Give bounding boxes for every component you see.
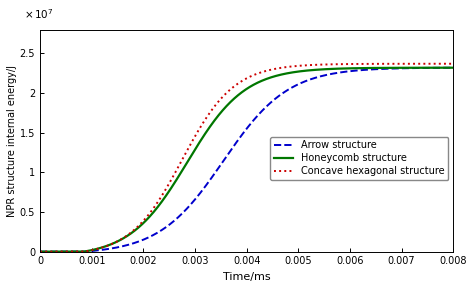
- Honeycomb structure: [398, 66, 403, 70]
- Line: Honeycomb structure: Honeycomb structure: [40, 68, 453, 252]
- Honeycomb structure: [214, 116, 219, 120]
- Honeycomb structure: [37, 250, 43, 253]
- Arrow structure: [37, 250, 43, 253]
- Arrow structure: [109, 247, 115, 250]
- Concave hexagonal structure: [442, 62, 448, 66]
- Arrow structure: [398, 66, 403, 70]
- Arrow structure: [214, 169, 219, 173]
- Arrow structure: [442, 66, 448, 69]
- Line: Concave hexagonal structure: Concave hexagonal structure: [40, 64, 453, 252]
- Honeycomb structure: [450, 66, 456, 69]
- Y-axis label: NPR structure internal energy/J: NPR structure internal energy/J: [7, 65, 17, 217]
- Arrow structure: [196, 193, 201, 197]
- Concave hexagonal structure: [196, 129, 201, 132]
- Honeycomb structure: [442, 66, 448, 69]
- Arrow structure: [450, 66, 456, 69]
- Concave hexagonal structure: [37, 250, 43, 253]
- Concave hexagonal structure: [109, 242, 115, 246]
- Honeycomb structure: [109, 242, 115, 246]
- Concave hexagonal structure: [398, 62, 403, 66]
- Concave hexagonal structure: [214, 102, 219, 106]
- X-axis label: Time/ms: Time/ms: [223, 272, 271, 282]
- Honeycomb structure: [196, 142, 201, 146]
- Arrow structure: [84, 250, 90, 253]
- Line: Arrow structure: Arrow structure: [40, 68, 453, 252]
- Legend: Arrow structure, Honeycomb structure, Concave hexagonal structure: Arrow structure, Honeycomb structure, Co…: [270, 137, 448, 180]
- Concave hexagonal structure: [450, 62, 456, 66]
- Honeycomb structure: [84, 249, 90, 253]
- Concave hexagonal structure: [84, 249, 90, 253]
- Text: $\times\,10^7$: $\times\,10^7$: [24, 7, 53, 21]
